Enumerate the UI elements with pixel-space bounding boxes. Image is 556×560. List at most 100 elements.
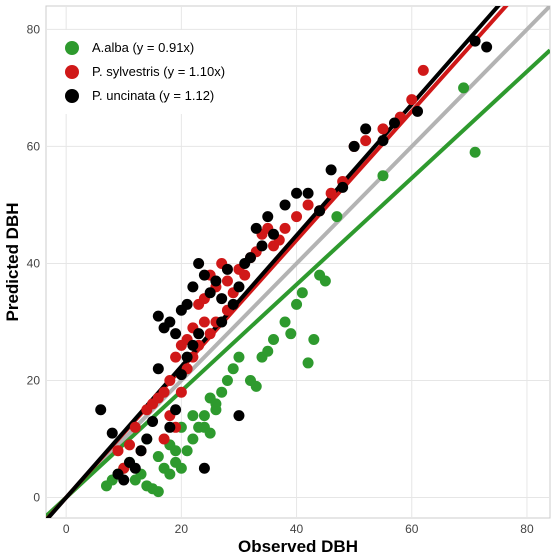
fit-line-a-alba-y-0-91x bbox=[46, 48, 550, 518]
point-p-uncinata-y-1-12-6 bbox=[135, 445, 147, 457]
point-a-alba-y-0-91x-11 bbox=[164, 468, 176, 480]
point-p-uncinata-y-1-12-40 bbox=[412, 105, 424, 117]
point-p-uncinata-y-1-12-45 bbox=[175, 369, 187, 381]
point-p-uncinata-y-1-12-49 bbox=[216, 316, 228, 328]
point-a-alba-y-0-91x-49 bbox=[210, 398, 222, 410]
point-p-uncinata-y-1-12-7 bbox=[141, 433, 153, 445]
point-p-uncinata-y-1-12-31 bbox=[291, 187, 303, 199]
point-p-uncinata-y-1-12-15 bbox=[187, 281, 199, 293]
x-tick-label-20: 20 bbox=[175, 522, 189, 536]
point-p-uncinata-y-1-12-18 bbox=[204, 287, 216, 299]
point-p-uncinata-y-1-12-12 bbox=[170, 328, 182, 340]
point-p-uncinata-y-1-12-19 bbox=[210, 275, 222, 287]
point-p-sylvestris-y-1-10x-37 bbox=[377, 123, 389, 135]
legend-swatch-a-alba bbox=[65, 41, 79, 55]
point-p-uncinata-y-1-12-36 bbox=[348, 140, 360, 152]
point-a-alba-y-0-91x-25 bbox=[250, 380, 262, 392]
point-p-uncinata-y-1-12-52 bbox=[152, 363, 164, 375]
point-p-uncinata-y-1-12-41 bbox=[469, 35, 481, 47]
point-a-alba-y-0-91x-40 bbox=[469, 146, 481, 158]
point-p-uncinata-y-1-12-20 bbox=[216, 293, 228, 305]
point-p-sylvestris-y-1-10x-9 bbox=[164, 374, 176, 386]
point-p-uncinata-y-1-12-38 bbox=[377, 135, 389, 147]
point-p-uncinata-y-1-12-21 bbox=[221, 263, 233, 275]
y-tick-label-80: 80 bbox=[27, 22, 41, 36]
point-a-alba-y-0-91x-28 bbox=[268, 334, 280, 346]
point-a-alba-y-0-91x-36 bbox=[319, 275, 331, 287]
y-tick-label-20: 20 bbox=[27, 373, 41, 387]
point-p-sylvestris-y-1-10x-33 bbox=[325, 187, 337, 199]
point-p-uncinata-y-1-12-8 bbox=[147, 415, 159, 427]
point-p-sylvestris-y-1-10x-41 bbox=[158, 433, 170, 445]
point-a-alba-y-0-91x-22 bbox=[227, 363, 239, 375]
point-a-alba-y-0-91x-23 bbox=[233, 351, 245, 363]
y-tick-label-60: 60 bbox=[27, 139, 41, 153]
point-p-uncinata-y-1-12-34 bbox=[325, 164, 337, 176]
point-a-alba-y-0-91x-29 bbox=[279, 316, 291, 328]
point-a-alba-y-0-91x-37 bbox=[331, 211, 343, 223]
legend: A.alba (y = 0.91x) P. sylvestris (y = 1.… bbox=[56, 30, 264, 114]
point-p-uncinata-y-1-12-16 bbox=[193, 257, 205, 269]
point-p-uncinata-y-1-12-22 bbox=[227, 298, 239, 310]
legend-background bbox=[56, 30, 264, 114]
point-p-uncinata-y-1-12-43 bbox=[198, 462, 210, 474]
point-a-alba-y-0-91x-21 bbox=[221, 374, 233, 386]
point-p-uncinata-y-1-12-42 bbox=[481, 41, 493, 53]
point-p-uncinata-y-1-12-47 bbox=[187, 339, 199, 351]
point-p-sylvestris-y-1-10x-31 bbox=[302, 199, 314, 211]
point-p-sylvestris-y-1-10x-8 bbox=[158, 386, 170, 398]
point-p-uncinata-y-1-12-1 bbox=[106, 427, 118, 439]
point-p-uncinata-y-1-12-33 bbox=[314, 205, 326, 217]
point-p-sylvestris-y-1-10x-30 bbox=[291, 211, 303, 223]
legend-label-p-uncinata: P. uncinata (y = 1.12) bbox=[92, 88, 214, 103]
point-p-uncinata-y-1-12-5 bbox=[129, 462, 141, 474]
point-p-uncinata-y-1-12-30 bbox=[279, 199, 291, 211]
point-p-uncinata-y-1-12-27 bbox=[256, 240, 268, 252]
point-p-sylvestris-y-1-10x-40 bbox=[417, 64, 429, 76]
point-p-uncinata-y-1-12-48 bbox=[193, 328, 205, 340]
point-a-alba-y-0-91x-31 bbox=[291, 298, 303, 310]
point-p-uncinata-y-1-12-51 bbox=[170, 404, 182, 416]
point-p-uncinata-y-1-12-50 bbox=[164, 421, 176, 433]
point-a-alba-y-0-91x-15 bbox=[187, 433, 199, 445]
point-p-uncinata-y-1-12-17 bbox=[198, 269, 210, 281]
point-a-alba-y-0-91x-20 bbox=[216, 386, 228, 398]
point-p-sylvestris-y-1-10x-2 bbox=[124, 439, 136, 451]
point-a-alba-y-0-91x-17 bbox=[198, 410, 210, 422]
y-tick-label-40: 40 bbox=[27, 256, 41, 270]
point-p-uncinata-y-1-12-29 bbox=[268, 228, 280, 240]
point-p-sylvestris-y-1-10x-19 bbox=[221, 275, 233, 287]
point-p-sylvestris-y-1-10x-22 bbox=[239, 269, 251, 281]
point-a-alba-y-0-91x-38 bbox=[377, 170, 389, 182]
point-a-alba-y-0-91x-33 bbox=[302, 357, 314, 369]
point-a-alba-y-0-91x-42 bbox=[170, 445, 182, 457]
legend-label-p-sylvestris: P. sylvestris (y = 1.10x) bbox=[92, 64, 225, 79]
point-a-alba-y-0-91x-13 bbox=[175, 462, 187, 474]
fit-line-p-uncinata-y-1-12 bbox=[46, 6, 501, 518]
point-p-uncinata-y-1-12-32 bbox=[302, 187, 314, 199]
point-p-sylvestris-y-1-10x-3 bbox=[129, 421, 141, 433]
y-tick-label-0: 0 bbox=[33, 491, 40, 505]
point-p-uncinata-y-1-12-44 bbox=[233, 410, 245, 422]
point-p-sylvestris-y-1-10x-29 bbox=[279, 222, 291, 234]
x-tick-label-40: 40 bbox=[290, 522, 304, 536]
point-p-uncinata-y-1-12-35 bbox=[337, 181, 349, 193]
point-a-alba-y-0-91x-45 bbox=[152, 451, 164, 463]
point-p-sylvestris-y-1-10x-10 bbox=[170, 351, 182, 363]
point-a-alba-y-0-91x-14 bbox=[181, 445, 193, 457]
point-p-sylvestris-y-1-10x-39 bbox=[406, 94, 418, 106]
point-a-alba-y-0-91x-39 bbox=[458, 82, 470, 94]
point-p-uncinata-y-1-12-46 bbox=[181, 351, 193, 363]
point-a-alba-y-0-91x-9 bbox=[152, 486, 164, 498]
point-p-sylvestris-y-1-10x-49 bbox=[204, 328, 216, 340]
legend-swatch-p-uncinata bbox=[65, 89, 79, 103]
point-p-uncinata-y-1-12-23 bbox=[233, 281, 245, 293]
x-tick-label-80: 80 bbox=[520, 522, 534, 536]
point-a-alba-y-0-91x-30 bbox=[285, 328, 297, 340]
point-p-uncinata-y-1-12-28 bbox=[262, 211, 274, 223]
point-p-sylvestris-y-1-10x-48 bbox=[198, 316, 210, 328]
legend-label-a-alba: A.alba (y = 0.91x) bbox=[92, 40, 194, 55]
point-p-uncinata-y-1-12-26 bbox=[250, 222, 262, 234]
point-a-alba-y-0-91x-34 bbox=[308, 334, 320, 346]
